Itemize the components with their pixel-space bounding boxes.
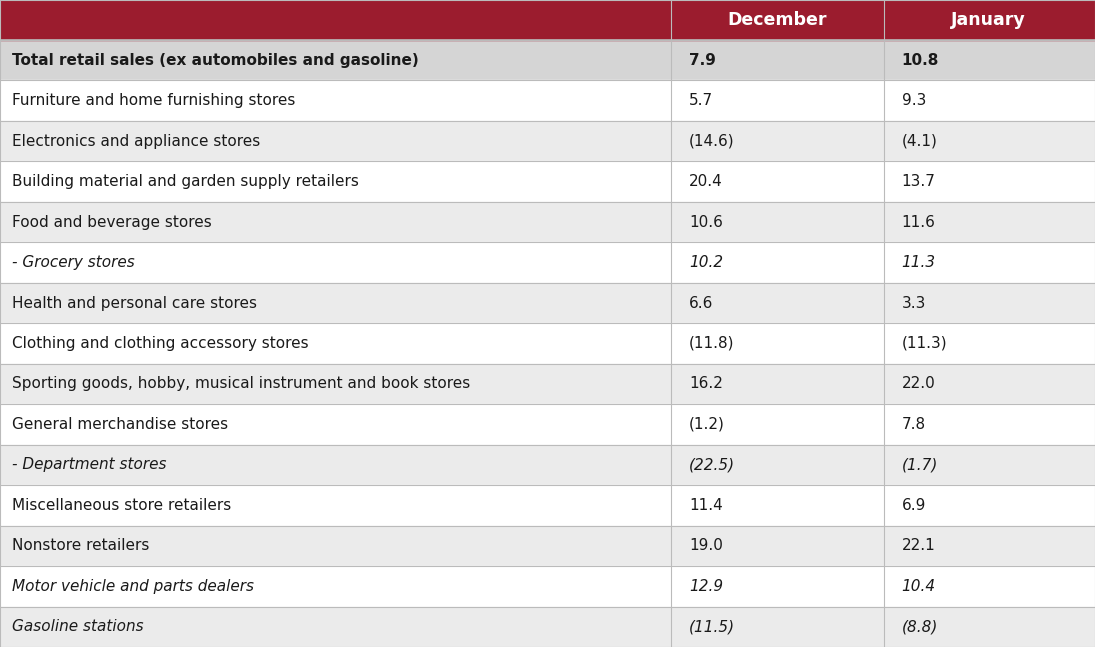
Text: 7.8: 7.8 xyxy=(901,417,925,432)
Text: 7.9: 7.9 xyxy=(689,53,716,68)
Text: (4.1): (4.1) xyxy=(901,134,937,149)
Bar xyxy=(0,80,1095,121)
Bar xyxy=(0,566,1095,606)
Text: Furniture and home furnishing stores: Furniture and home furnishing stores xyxy=(12,93,296,108)
Text: 10.6: 10.6 xyxy=(689,215,723,230)
Text: 19.0: 19.0 xyxy=(689,538,723,553)
Text: Food and beverage stores: Food and beverage stores xyxy=(12,215,211,230)
Bar xyxy=(0,525,1095,566)
Bar xyxy=(0,0,1095,40)
Text: 9.3: 9.3 xyxy=(901,93,926,108)
Text: 6.6: 6.6 xyxy=(689,296,714,311)
Bar xyxy=(0,283,1095,324)
Text: 10.2: 10.2 xyxy=(689,255,724,270)
Text: Clothing and clothing accessory stores: Clothing and clothing accessory stores xyxy=(12,336,309,351)
Text: Motor vehicle and parts dealers: Motor vehicle and parts dealers xyxy=(12,579,254,594)
Text: 6.9: 6.9 xyxy=(901,498,926,513)
Text: 12.9: 12.9 xyxy=(689,579,724,594)
Text: Sporting goods, hobby, musical instrument and book stores: Sporting goods, hobby, musical instrumen… xyxy=(12,377,470,391)
Text: (11.3): (11.3) xyxy=(901,336,947,351)
Text: 20.4: 20.4 xyxy=(689,174,723,189)
Text: 11.3: 11.3 xyxy=(901,255,936,270)
Bar xyxy=(0,485,1095,525)
Text: (8.8): (8.8) xyxy=(901,619,938,634)
Text: 16.2: 16.2 xyxy=(689,377,723,391)
Text: (11.5): (11.5) xyxy=(689,619,736,634)
Bar xyxy=(0,444,1095,485)
Text: - Department stores: - Department stores xyxy=(12,457,166,472)
Text: 11.4: 11.4 xyxy=(689,498,723,513)
Text: 22.1: 22.1 xyxy=(901,538,935,553)
Text: (22.5): (22.5) xyxy=(689,457,736,472)
Text: 3.3: 3.3 xyxy=(901,296,926,311)
Bar xyxy=(0,40,1095,80)
Text: Gasoline stations: Gasoline stations xyxy=(12,619,143,634)
Text: 13.7: 13.7 xyxy=(901,174,935,189)
Text: 10.4: 10.4 xyxy=(901,579,936,594)
Text: - Grocery stores: - Grocery stores xyxy=(12,255,135,270)
Text: (1.2): (1.2) xyxy=(689,417,725,432)
Text: (1.7): (1.7) xyxy=(901,457,938,472)
Text: 22.0: 22.0 xyxy=(901,377,935,391)
Bar xyxy=(0,324,1095,364)
Text: (11.8): (11.8) xyxy=(689,336,735,351)
Text: January: January xyxy=(952,11,1026,29)
Bar xyxy=(0,404,1095,444)
Bar xyxy=(0,121,1095,161)
Text: Nonstore retailers: Nonstore retailers xyxy=(12,538,149,553)
Text: Health and personal care stores: Health and personal care stores xyxy=(12,296,257,311)
Bar xyxy=(0,606,1095,647)
Bar xyxy=(0,161,1095,202)
Text: 5.7: 5.7 xyxy=(689,93,713,108)
Text: Electronics and appliance stores: Electronics and appliance stores xyxy=(12,134,261,149)
Text: Building material and garden supply retailers: Building material and garden supply reta… xyxy=(12,174,359,189)
Text: December: December xyxy=(728,11,827,29)
Bar xyxy=(0,243,1095,283)
Text: (14.6): (14.6) xyxy=(689,134,735,149)
Text: General merchandise stores: General merchandise stores xyxy=(12,417,228,432)
Text: Total retail sales (ex automobiles and gasoline): Total retail sales (ex automobiles and g… xyxy=(12,53,418,68)
Bar xyxy=(0,202,1095,243)
Text: 11.6: 11.6 xyxy=(901,215,935,230)
Text: Miscellaneous store retailers: Miscellaneous store retailers xyxy=(12,498,231,513)
Text: 10.8: 10.8 xyxy=(901,53,940,68)
Bar xyxy=(0,364,1095,404)
